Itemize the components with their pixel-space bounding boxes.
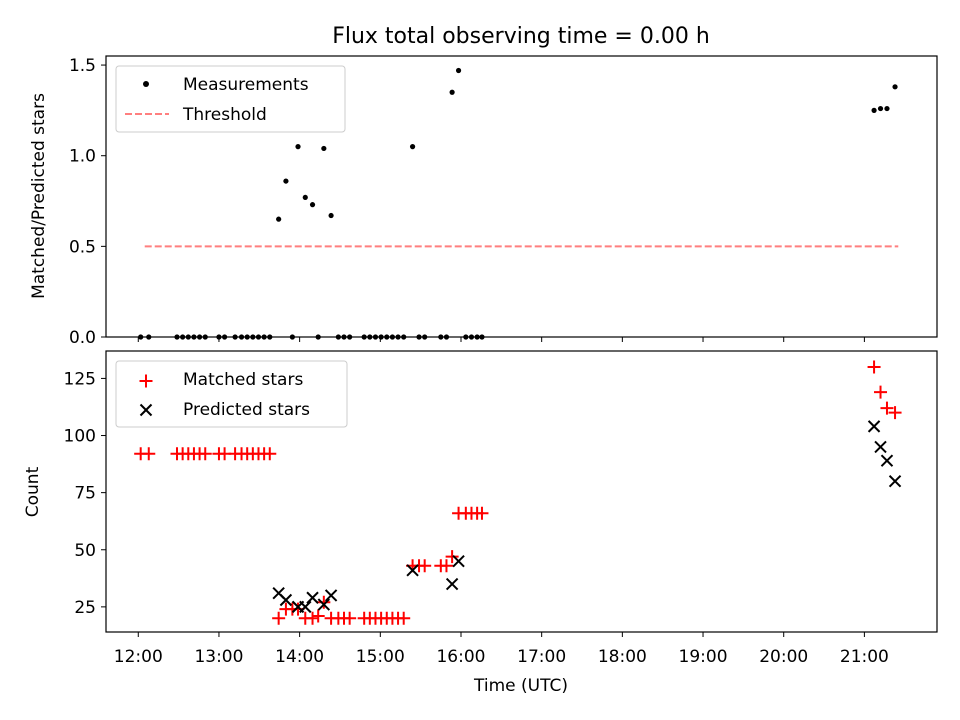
measurement-point (409, 144, 416, 150)
measurement-point (309, 202, 316, 208)
matched-point (874, 385, 888, 399)
predicted-point (317, 598, 331, 611)
predicted-point (279, 593, 293, 607)
ratio-y-tick-label: 0.5 (69, 237, 96, 257)
x-tick-label: 18:00 (598, 647, 647, 667)
matched-point (311, 609, 325, 623)
predicted-point (452, 554, 465, 568)
matched-point (475, 506, 489, 520)
matched-point (142, 447, 156, 461)
measurement-point (871, 107, 877, 113)
measurement-point (328, 212, 334, 219)
matched-point (397, 611, 411, 625)
predicted-point (299, 600, 312, 614)
count-y-tick-label: 50 (74, 541, 96, 561)
measurement-point (892, 84, 898, 90)
count-legend: Matched stars Predicted stars (115, 360, 348, 428)
predicted-point (406, 564, 419, 577)
matched-point (888, 406, 902, 420)
predicted-legend-marker (139, 403, 153, 417)
x-axis-label: Time (UTC) (473, 676, 568, 696)
legend-predicted-label: Predicted stars (183, 400, 310, 420)
x-tick-label: 14:00 (275, 647, 324, 667)
ratio-y-axis-label: Matched/Predicted stars (29, 93, 49, 299)
predicted-point (306, 591, 319, 604)
ratio-x-ticks (137, 337, 865, 342)
x-tick-label: 15:00 (356, 647, 405, 667)
measurement-point (455, 67, 462, 74)
x-tick-label: 21:00 (840, 647, 889, 667)
predicted-point (880, 454, 894, 467)
measurement-point (295, 144, 301, 150)
ratio-panel-frame (105, 55, 938, 338)
measurement-legend-marker (143, 81, 149, 87)
x-tick-label: 12:00 (114, 647, 163, 667)
legend-matched-label: Matched stars (183, 370, 303, 390)
measurement-point (283, 178, 289, 184)
measurement-point (321, 145, 327, 152)
x-tick-label: 20:00 (759, 647, 808, 667)
count-panel: 25 50 75 100 125 12:00 13:00 14:00 15:00 16:00 17… (23, 350, 938, 696)
count-x-axis: 12:00 13:00 14:00 15:00 16:00 17:00 18:00 19:00… (114, 632, 889, 667)
ratio-y-tick-label: 1.5 (69, 56, 96, 76)
matched-point (198, 447, 212, 461)
ratio-legend-box (115, 65, 346, 133)
legend-threshold-label: Threshold (182, 105, 267, 125)
x-tick-label: 13:00 (194, 647, 243, 667)
count-y-tick-label: 125 (64, 369, 96, 389)
count-y-tick-label: 25 (74, 598, 96, 618)
matched-point (880, 401, 894, 415)
matched-point (272, 611, 286, 625)
predicted-point (867, 420, 881, 433)
ratio-legend: Measurements Threshold (115, 65, 346, 133)
count-y-axis-label: Count (23, 466, 43, 517)
x-tick-label: 17:00 (517, 647, 566, 667)
measurement-point (884, 105, 890, 112)
matched-point (263, 447, 277, 461)
ratio-y-tick-label: 0.0 (69, 328, 96, 348)
measurement-point (302, 194, 308, 201)
x-tick-label: 16:00 (436, 647, 485, 667)
predicted-point (445, 577, 459, 591)
matched-point (867, 360, 881, 374)
count-panel-frame (105, 350, 938, 633)
ratio-y-axis: 0.0 0.5 1.0 1.5 (69, 56, 106, 348)
matched-point (317, 595, 331, 609)
ratio-panel: 0.0 0.5 1.0 1.5 Matched/Predicted stars Mea… (29, 55, 938, 348)
matched-legend-marker (139, 374, 153, 388)
matched-point (343, 611, 357, 625)
count-y-tick-label: 75 (74, 484, 96, 504)
x-tick-label: 19:00 (679, 647, 728, 667)
chart-title: Flux total observing time = 0.00 h (332, 24, 710, 49)
count-legend-box (115, 360, 348, 428)
matched-point (306, 611, 320, 625)
measurement-point (276, 216, 282, 222)
matched-point (445, 550, 459, 564)
matched-point (418, 559, 432, 573)
predicted-point (874, 440, 887, 454)
ratio-y-tick-label: 1.0 (69, 147, 96, 167)
predicted-point (324, 589, 338, 602)
predicted-point (888, 475, 902, 488)
measurement-point (449, 89, 455, 95)
count-marks (134, 360, 902, 625)
matched-point (439, 559, 453, 573)
legend-measurements-label: Measurements (183, 75, 309, 95)
count-y-tick-label: 100 (64, 427, 96, 447)
count-y-axis: 25 50 75 100 125 (64, 369, 106, 618)
measurement-point (877, 105, 884, 112)
